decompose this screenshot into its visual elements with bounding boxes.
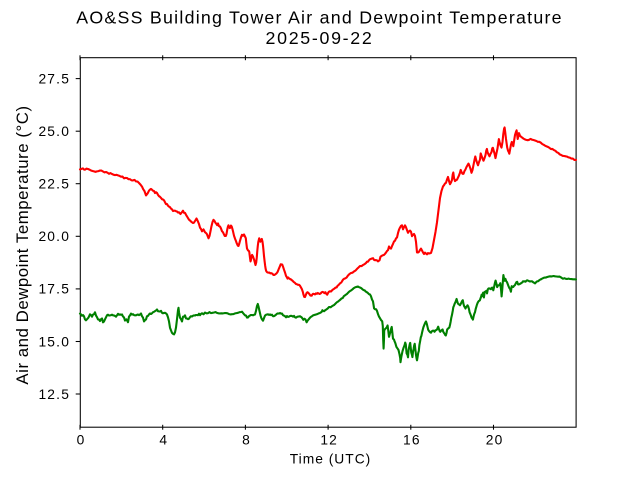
svg-text:12: 12	[320, 433, 338, 448]
svg-text:2025-09-22: 2025-09-22	[266, 28, 374, 48]
svg-text:Time (UTC): Time (UTC)	[290, 452, 372, 467]
svg-text:15.0: 15.0	[38, 334, 70, 349]
svg-text:20: 20	[486, 433, 504, 448]
svg-text:4: 4	[159, 433, 168, 448]
svg-text:AO&SS Building Tower Air and D: AO&SS Building Tower Air and Dewpoint Te…	[76, 7, 563, 27]
svg-text:25.0: 25.0	[38, 124, 70, 139]
svg-text:22.5: 22.5	[38, 177, 70, 192]
svg-text:27.5: 27.5	[38, 71, 70, 86]
svg-text:20.0: 20.0	[38, 229, 70, 244]
svg-text:17.5: 17.5	[38, 282, 70, 297]
svg-text:8: 8	[242, 433, 251, 448]
svg-text:12.5: 12.5	[38, 387, 70, 402]
svg-text:Air and Dewpoint Temperature (: Air and Dewpoint Temperature (°C)	[13, 105, 32, 384]
svg-text:16: 16	[403, 433, 421, 448]
svg-text:0: 0	[77, 433, 86, 448]
